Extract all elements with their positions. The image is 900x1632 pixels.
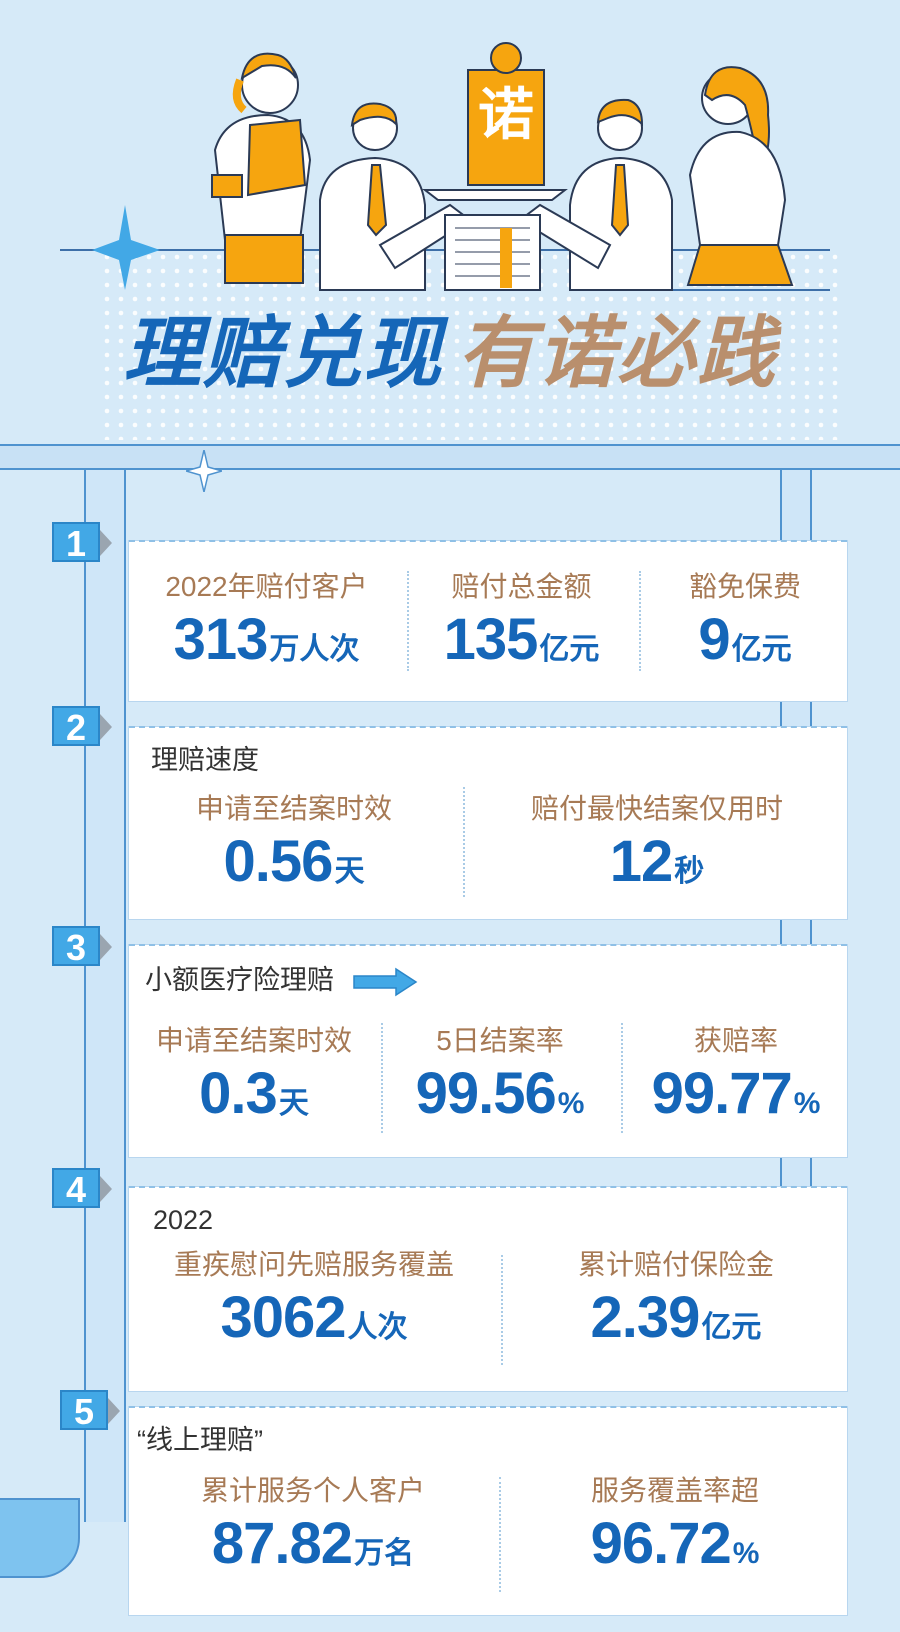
man-left-figure: [319, 102, 472, 291]
section-subtitle: “线上理赔”: [137, 1425, 263, 1455]
bowl-decoration: [0, 1498, 80, 1578]
stat-value: 0.3: [199, 1061, 278, 1126]
stat-small-settle-time: 申请至结案时效 0.3天: [129, 1027, 379, 1123]
headline-part-2: 有诺必践: [457, 309, 778, 399]
woman-left-figure: [211, 52, 312, 284]
stat-value: 87.82: [211, 1511, 353, 1576]
promise-badge: [467, 69, 545, 186]
section-1-card: 2022年赔付客户 313万人次 赔付总金额 135亿元 豁免保费 9亿元: [128, 540, 848, 702]
stat-label: 申请至结案时效: [195, 793, 392, 824]
subtitle-text: 小额医疗险理赔: [145, 965, 334, 996]
hero-banner: 诺 理赔兑现 有诺必践: [0, 0, 900, 470]
stat-value: 2.39: [590, 1285, 701, 1350]
stat-unit: 人次: [347, 1311, 408, 1344]
promise-badge-text: 诺: [478, 83, 534, 148]
stat-label: 赔付最快结案仅用时: [530, 793, 783, 824]
stat-value: 313: [173, 607, 269, 672]
stat-total-benefits: 累计赔付保险金 2.39亿元: [503, 1251, 849, 1347]
section-subtitle: 小额医疗险理赔: [145, 967, 418, 997]
stat-label: 累计服务个人客户: [200, 1475, 425, 1506]
stat-label: 5日结案率: [436, 1025, 564, 1056]
stat-label: 赔付总金额: [451, 571, 592, 602]
stat-unit: %: [793, 1087, 821, 1120]
stat-value: 9: [698, 607, 730, 672]
section-3-card: 小额医疗险理赔 申请至结案时效 0.3天 5日结案率 99.56% 获赔率 99…: [128, 944, 848, 1158]
stat-value: 135: [443, 607, 539, 672]
stat-unit: %: [732, 1537, 760, 1570]
stat-paid-customers: 2022年赔付客户 313万人次: [129, 573, 404, 669]
stat-critical-illness: 重疾慰问先赔服务覆盖 3062人次: [129, 1251, 499, 1347]
stat-unit: 秒: [674, 855, 705, 888]
arrow-right-icon: [352, 967, 417, 997]
stat-label: 服务覆盖率超: [590, 1475, 759, 1506]
business-people-illustration: [60, 42, 830, 291]
stat-value: 12: [609, 829, 674, 894]
small-sparkle-icon: [186, 450, 222, 492]
stat-unit: 天: [334, 855, 365, 888]
stat-settle-time: 申请至结案时效 0.56天: [129, 795, 459, 891]
stat-value: 99.77: [651, 1061, 793, 1126]
stat-label: 2022年赔付客户: [165, 571, 368, 602]
stat-unit: %: [557, 1087, 585, 1120]
section-subtitle: 理赔速度: [151, 745, 259, 775]
stat-total-amount: 赔付总金额 135亿元: [409, 573, 634, 669]
stat-label: 累计赔付保险金: [577, 1249, 774, 1280]
stat-value: 3062: [220, 1285, 346, 1350]
stat-unit: 亿元: [731, 633, 792, 666]
divider: [381, 1023, 383, 1133]
headline-part-1: 理赔兑现: [122, 309, 443, 399]
stat-fastest-settle: 赔付最快结案仅用时 12秒: [465, 795, 849, 891]
stat-label: 豁免保费: [688, 571, 801, 602]
divider: [501, 1255, 503, 1365]
woman-right-figure: [686, 66, 794, 286]
section-5-card: “线上理赔” 累计服务个人客户 87.82万名 服务覆盖率超 96.72%: [128, 1406, 848, 1616]
stat-five-day-rate: 5日结案率 99.56%: [383, 1027, 617, 1123]
section-2-card: 理赔速度 申请至结案时效 0.56天 赔付最快结案仅用时 12秒: [128, 726, 848, 920]
section-2-number: 2: [52, 706, 112, 748]
section-4-number: 4: [52, 1168, 112, 1210]
stat-value: 99.56: [415, 1061, 557, 1126]
section-3-number: 3: [52, 926, 112, 968]
section-subtitle: 2022: [153, 1205, 214, 1235]
section-5-number: 5: [60, 1390, 120, 1432]
left-rail: [84, 470, 126, 1522]
stat-waived-premium: 豁免保费 9亿元: [641, 573, 849, 669]
divider: [621, 1023, 623, 1133]
stat-coverage-rate: 服务覆盖率超 96.72%: [501, 1477, 849, 1573]
headline: 理赔兑现 有诺必践: [0, 315, 900, 393]
stat-unit: 天: [278, 1087, 309, 1120]
stat-label: 获赔率: [693, 1025, 778, 1056]
section-1-number: 1: [52, 522, 112, 564]
divider: [407, 571, 409, 671]
stat-label: 重疾慰问先赔服务覆盖: [173, 1249, 454, 1280]
divider: [499, 1477, 501, 1592]
divider: [639, 571, 641, 671]
section-4-card: 2022 重疾慰问先赔服务覆盖 3062人次 累计赔付保险金 2.39亿元: [128, 1186, 848, 1392]
stat-payout-rate: 获赔率 99.77%: [623, 1027, 849, 1123]
shelf-bar: [0, 444, 900, 470]
stat-unit: 亿元: [539, 633, 600, 666]
stat-unit: 万名: [354, 1537, 415, 1570]
stat-value: 0.56: [223, 829, 334, 894]
sparkle-icon: [92, 205, 160, 290]
divider: [463, 787, 465, 897]
man-right-figure: [518, 98, 673, 291]
stat-value: 96.72: [590, 1511, 732, 1576]
stat-unit: 万人次: [269, 633, 360, 666]
stat-unit: 亿元: [701, 1311, 762, 1344]
stat-online-customers: 累计服务个人客户 87.82万名: [129, 1477, 497, 1573]
stat-label: 申请至结案时效: [155, 1025, 352, 1056]
